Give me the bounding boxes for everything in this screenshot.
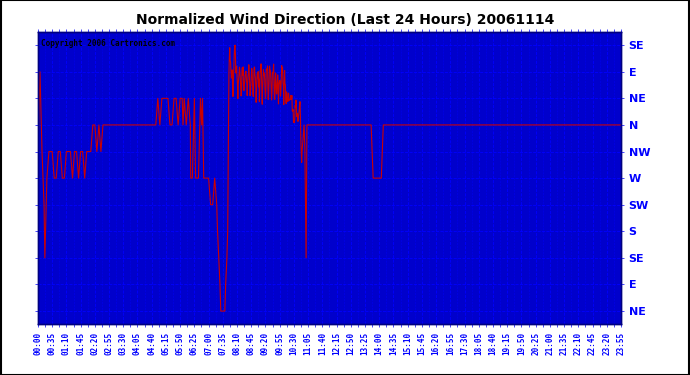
Text: Normalized Wind Direction (Last 24 Hours) 20061114: Normalized Wind Direction (Last 24 Hours… [136,13,554,27]
Text: Copyright 2006 Cartronics.com: Copyright 2006 Cartronics.com [41,39,175,48]
